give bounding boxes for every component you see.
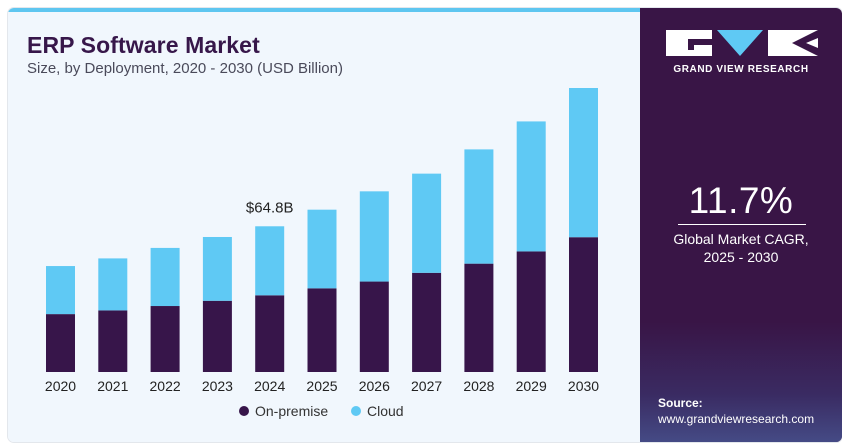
x-tick-label-2030: 2030 xyxy=(568,378,599,394)
bar-cloud-2023 xyxy=(202,236,232,301)
bar-on-premise-2025 xyxy=(307,288,337,372)
bar-on-premise-2024 xyxy=(255,295,285,372)
bar-on-premise-2021 xyxy=(98,310,128,372)
grand-view-research-logo xyxy=(666,30,818,80)
bar-on-premise-2027 xyxy=(412,272,442,372)
panel-glow xyxy=(640,322,842,442)
bar-cloud-2027 xyxy=(412,173,442,273)
bar-cloud-2028 xyxy=(464,149,494,264)
x-tick-label-2024: 2024 xyxy=(254,378,285,394)
bar-cloud-2025 xyxy=(307,209,337,289)
bar-on-premise-2028 xyxy=(464,263,494,372)
bar-on-premise-2022 xyxy=(150,306,180,372)
x-tick-label-2029: 2029 xyxy=(516,378,547,394)
bar-on-premise-2030 xyxy=(569,237,598,372)
bar-on-premise-2020 xyxy=(46,314,75,372)
bar-on-premise-2029 xyxy=(516,251,546,372)
legend-swatch-cloud xyxy=(351,406,361,416)
legend-label-on-premise: On-premise xyxy=(255,403,328,419)
bar-cloud-2020 xyxy=(46,266,75,315)
chart-panel: ERP Software Market Size, by Deployment,… xyxy=(8,8,640,442)
brand-name: GRAND VIEW RESEARCH xyxy=(673,64,809,75)
bar-on-premise-2023 xyxy=(202,300,232,372)
x-tick-label-2022: 2022 xyxy=(150,378,181,394)
data-label-2024: $64.8B xyxy=(246,199,294,216)
bar-cloud-2024 xyxy=(255,226,285,296)
cagr-value: 11.7% xyxy=(688,180,794,221)
bar-cloud-2030 xyxy=(569,88,598,238)
source-label: Source: xyxy=(658,396,703,410)
infographic-card: ERP Software Market Size, by Deployment,… xyxy=(8,8,842,442)
x-tick-label-2028: 2028 xyxy=(463,378,494,394)
x-tick-label-2023: 2023 xyxy=(202,378,233,394)
summary-panel: GRAND VIEW RESEARCH 11.7% Global Market … xyxy=(640,8,842,442)
bar-chart: 2020 2021 2022 2023 2024 2025 2026 2027 2028 2029… xyxy=(45,88,599,419)
chart-subtitle: Size, by Deployment, 2020 - 2030 (USD Bi… xyxy=(27,60,343,77)
x-tick-label-2020: 2020 xyxy=(45,378,76,394)
x-tick-label-2026: 2026 xyxy=(359,378,390,394)
chart-title: ERP Software Market xyxy=(27,32,260,58)
bar-on-premise-2026 xyxy=(359,281,389,372)
x-tick-label-2027: 2027 xyxy=(411,378,442,394)
x-tick-label-2025: 2025 xyxy=(306,378,337,394)
cagr-divider xyxy=(678,224,806,225)
legend-swatch-on-premise xyxy=(239,406,249,416)
bar-cloud-2021 xyxy=(98,258,128,311)
cagr-label: Global Market CAGR, xyxy=(673,231,809,247)
bar-cloud-2022 xyxy=(150,247,180,307)
cagr-period: 2025 - 2030 xyxy=(703,249,779,265)
legend-label-cloud: Cloud xyxy=(367,403,404,419)
x-tick-label-2021: 2021 xyxy=(97,378,128,394)
bar-cloud-2026 xyxy=(359,191,389,282)
bar-cloud-2029 xyxy=(516,121,546,252)
source-url[interactable]: www.grandviewresearch.com xyxy=(658,412,815,426)
logo-mark-icon xyxy=(666,30,818,56)
accent-line xyxy=(8,8,640,12)
